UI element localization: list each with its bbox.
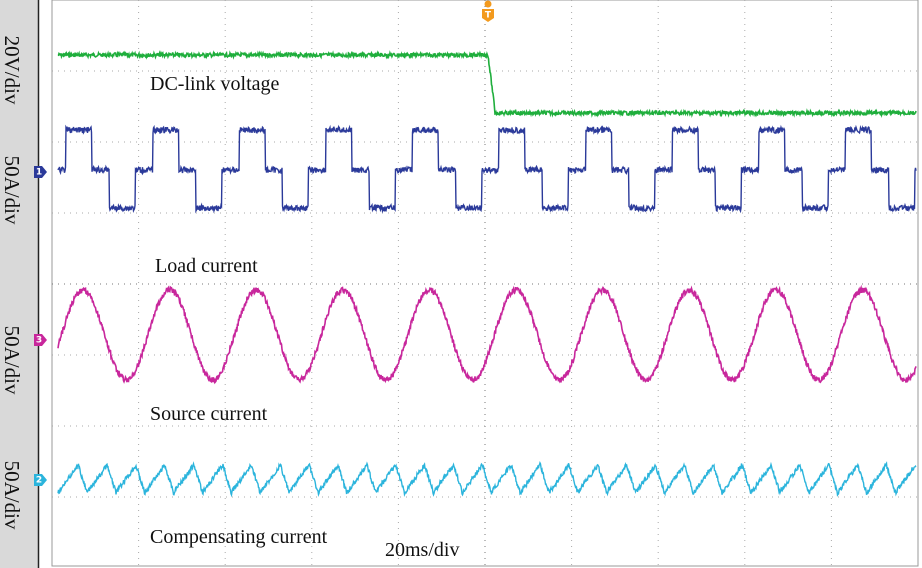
trace <box>57 461 917 498</box>
marker-text: 2 <box>36 476 42 486</box>
grid <box>52 0 918 566</box>
trace <box>57 284 917 385</box>
scale-label: 50A/div <box>0 156 24 225</box>
scale-label: 20V/div <box>0 36 24 105</box>
scale-label: 50A/div <box>0 326 24 395</box>
trigger-marker: T <box>482 0 494 22</box>
scale-label: 50A/div <box>0 461 24 530</box>
channel-marker: 2 <box>34 474 47 486</box>
trace <box>57 124 917 214</box>
trace-label: Compensating current <box>150 526 328 548</box>
trace-label: DC-link voltage <box>150 73 280 95</box>
side-strip <box>0 0 38 568</box>
plot-frame <box>51 0 919 567</box>
timebase-label: 20ms/div <box>385 539 459 561</box>
channel-marker: 1 <box>34 166 47 178</box>
trace-label: Source current <box>150 403 268 425</box>
channel-marker: 3 <box>34 334 47 346</box>
marker-text: 1 <box>36 168 42 178</box>
trace-label: Load current <box>155 255 258 277</box>
trace <box>57 50 917 118</box>
marker-text: T <box>485 11 492 21</box>
marker-text: 3 <box>36 336 42 346</box>
waveforms <box>57 50 917 498</box>
